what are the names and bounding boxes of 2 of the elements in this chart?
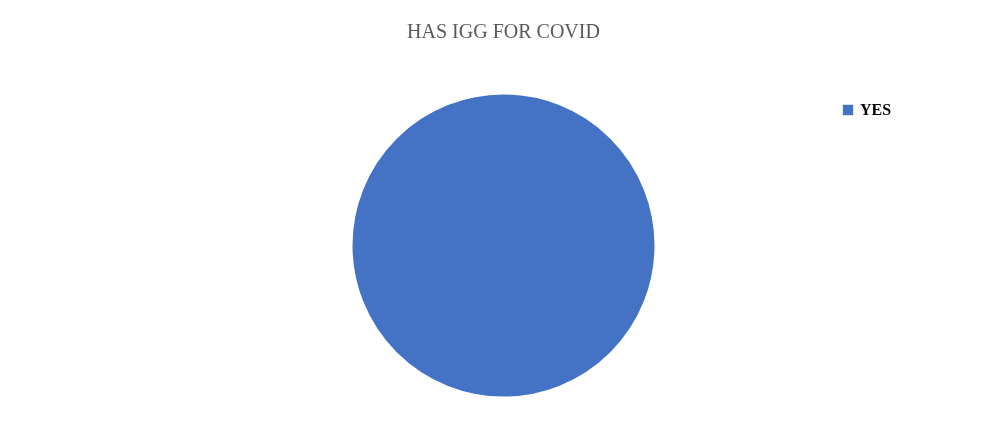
chart-title: HAS IGG FOR COVID — [407, 20, 600, 42]
legend-label: YES — [860, 101, 892, 118]
